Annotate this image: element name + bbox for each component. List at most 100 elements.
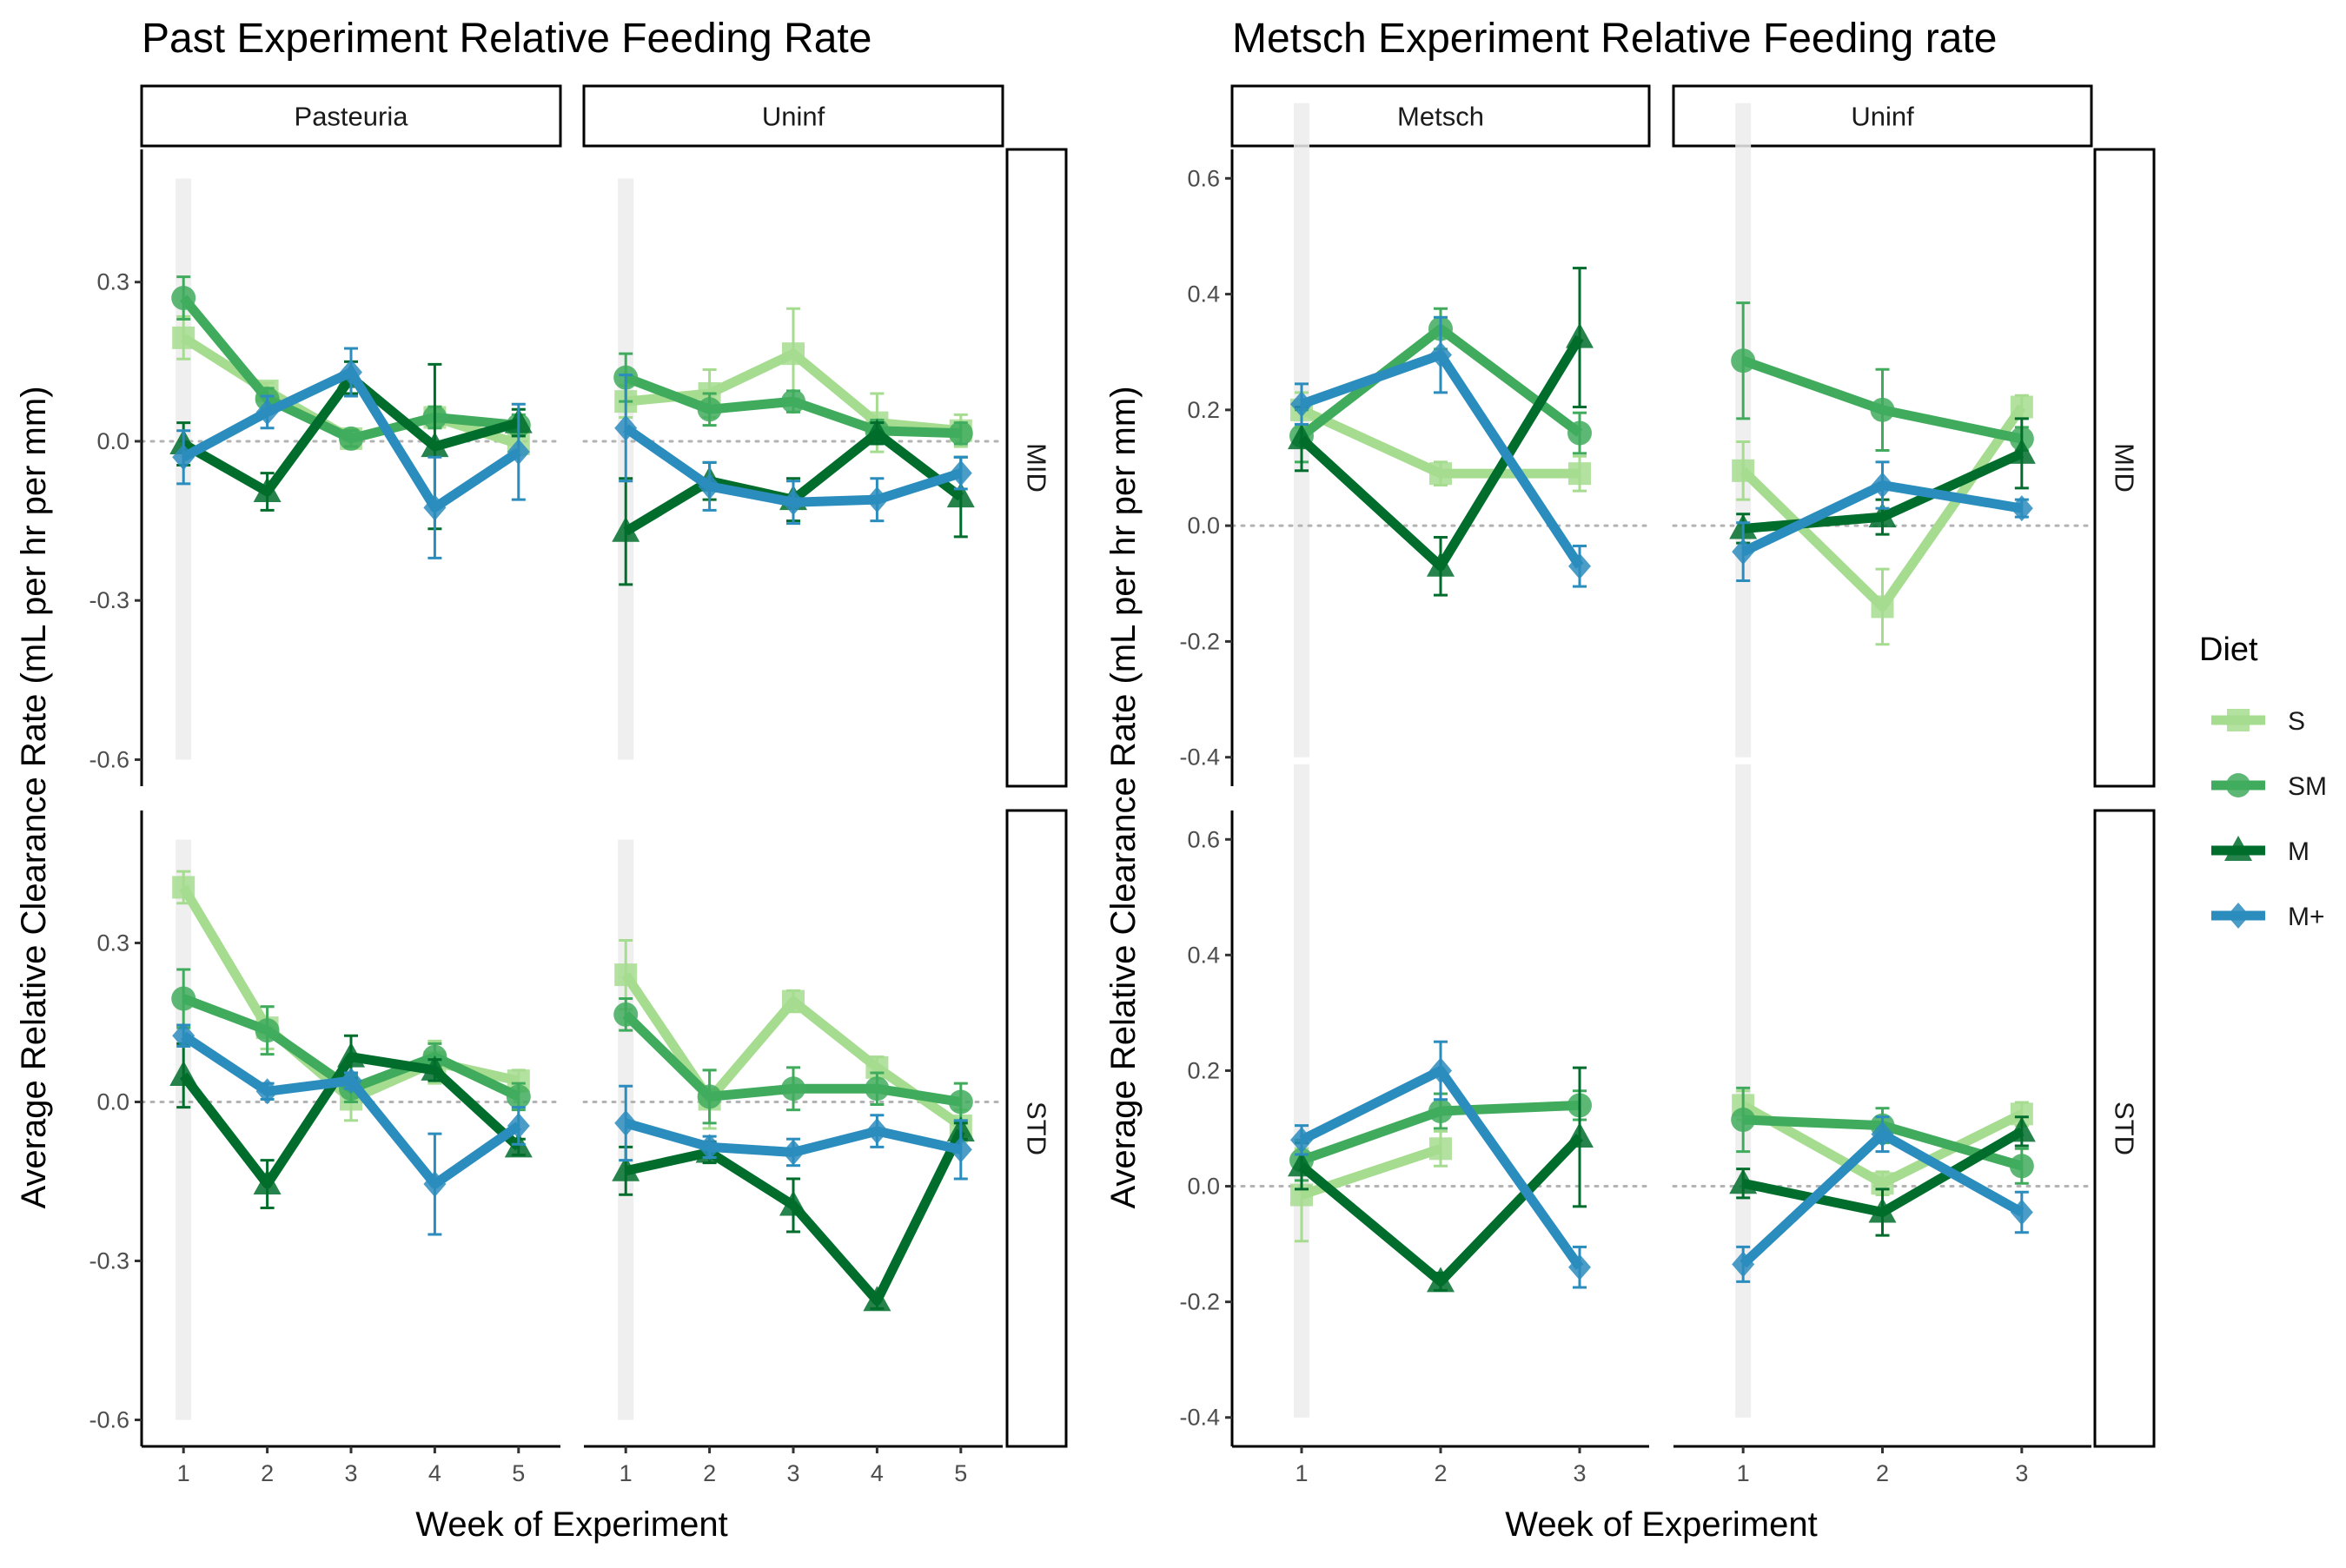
data-point	[614, 414, 638, 441]
data-point	[612, 516, 640, 542]
chart-title: Past Experiment Relative Feeding Rate	[142, 16, 871, 62]
series-mplus	[172, 1022, 530, 1236]
x-tick-label: 4	[871, 1460, 884, 1486]
y-tick-label: -0.3	[89, 1248, 129, 1274]
data-point	[782, 489, 805, 516]
y-tick-label: -0.6	[89, 1407, 129, 1433]
data-point	[781, 389, 805, 414]
legend: Diet S SM M M+	[2199, 632, 2327, 931]
data-point	[946, 482, 975, 508]
data-point	[1566, 1121, 1594, 1148]
row-strip	[1005, 809, 1068, 1448]
data-point	[1428, 1099, 1453, 1124]
x-tick-label: 1	[177, 1460, 190, 1486]
legend-title: Diet	[2199, 632, 2258, 668]
chart-title: Metsch Experiment Relative Feeding rate	[1232, 16, 1997, 62]
legend-label: M	[2288, 837, 2310, 866]
legend-label: S	[2288, 707, 2305, 736]
y-tick-label: 0.0	[96, 1089, 129, 1115]
data-point	[1429, 462, 1452, 486]
legend-item-mplus: M+	[2211, 903, 2325, 931]
data-point	[255, 1018, 280, 1043]
x-tick-label: 3	[344, 1460, 357, 1486]
data-point	[779, 1190, 807, 1216]
panel-uninf-std	[582, 839, 1004, 1420]
legend-marker	[2224, 836, 2252, 861]
panel-metsch-mid	[1230, 103, 1651, 758]
data-point	[2010, 1199, 2033, 1226]
panel-uninf-mid	[582, 178, 1004, 760]
data-point	[697, 397, 722, 422]
y-tick-label: 0.4	[1187, 942, 1220, 968]
x-tick-label: 1	[620, 1460, 633, 1486]
legend-marker	[2227, 709, 2250, 731]
data-point	[612, 1155, 640, 1181]
series-mplus	[1290, 315, 1591, 588]
data-point	[1429, 341, 1452, 368]
y-axis-title: Average Relative Clearance Rate (mL per …	[1104, 386, 1143, 1208]
data-point	[1568, 552, 1591, 579]
data-point	[1731, 1108, 1756, 1133]
data-point	[1732, 539, 1755, 566]
y-axis-title: Average Relative Clearance Rate (mL per …	[15, 386, 53, 1208]
series-s	[614, 938, 972, 1143]
data-point	[1429, 1137, 1452, 1161]
y-tick-label: 0.2	[1187, 397, 1220, 423]
data-point	[423, 494, 447, 521]
data-point	[697, 1084, 722, 1109]
data-point	[2007, 438, 2036, 464]
series-sm	[613, 997, 973, 1125]
row-strip-label: MID	[1022, 443, 1052, 493]
data-point	[1732, 1251, 1755, 1278]
data-point	[340, 1068, 362, 1095]
data-point	[2009, 1154, 2034, 1179]
y-tick-label: -0.4	[1179, 1405, 1220, 1431]
series-sm	[1731, 301, 2034, 453]
series-mplus	[1732, 1115, 2033, 1283]
series-m	[1729, 1115, 2036, 1237]
data-point	[507, 439, 530, 466]
legend-label: M+	[2288, 903, 2325, 931]
y-tick-label: 0.0	[1187, 513, 1220, 539]
data-point	[1429, 1057, 1452, 1084]
column-strip	[582, 84, 1004, 148]
data-point	[1871, 595, 1894, 619]
legend-marker	[2226, 773, 2250, 797]
data-point	[171, 986, 196, 1011]
data-point	[781, 1076, 805, 1102]
legend-marker	[2227, 903, 2250, 929]
series-m	[1288, 267, 1594, 597]
x-tick-label: 5	[512, 1460, 525, 1486]
x-tick-label: 3	[2015, 1460, 2028, 1486]
row-strip	[2093, 809, 2156, 1448]
series-m	[1288, 1066, 1594, 1293]
panel-uninf-mid	[1672, 103, 2093, 758]
data-point	[1427, 1267, 1455, 1293]
data-point	[782, 989, 805, 1013]
y-tick-label: 0.3	[96, 269, 129, 295]
y-tick-label: -0.6	[89, 746, 129, 772]
data-point	[1871, 472, 1894, 499]
x-axis-title: Week of Experiment	[415, 1505, 727, 1544]
data-point	[1427, 551, 1455, 577]
data-point	[1566, 322, 1594, 348]
data-point	[339, 426, 363, 451]
data-point	[1870, 397, 1895, 422]
column-strip-label: Uninf	[762, 102, 825, 132]
x-tick-label: 5	[954, 1460, 967, 1486]
data-point	[863, 1286, 891, 1312]
data-point	[1288, 1151, 1315, 1177]
x-tick-label: 1	[1295, 1460, 1308, 1486]
y-tick-label: -0.4	[1179, 744, 1220, 771]
data-point	[782, 342, 805, 366]
data-point	[2010, 495, 2033, 522]
data-point	[865, 1118, 889, 1145]
data-point	[255, 399, 279, 426]
data-point	[172, 1022, 196, 1049]
legend-item-sm: SM	[2211, 772, 2327, 801]
x-tick-label: 3	[1573, 1460, 1586, 1486]
y-tick-label: -0.2	[1179, 1289, 1220, 1315]
data-point	[172, 444, 196, 471]
